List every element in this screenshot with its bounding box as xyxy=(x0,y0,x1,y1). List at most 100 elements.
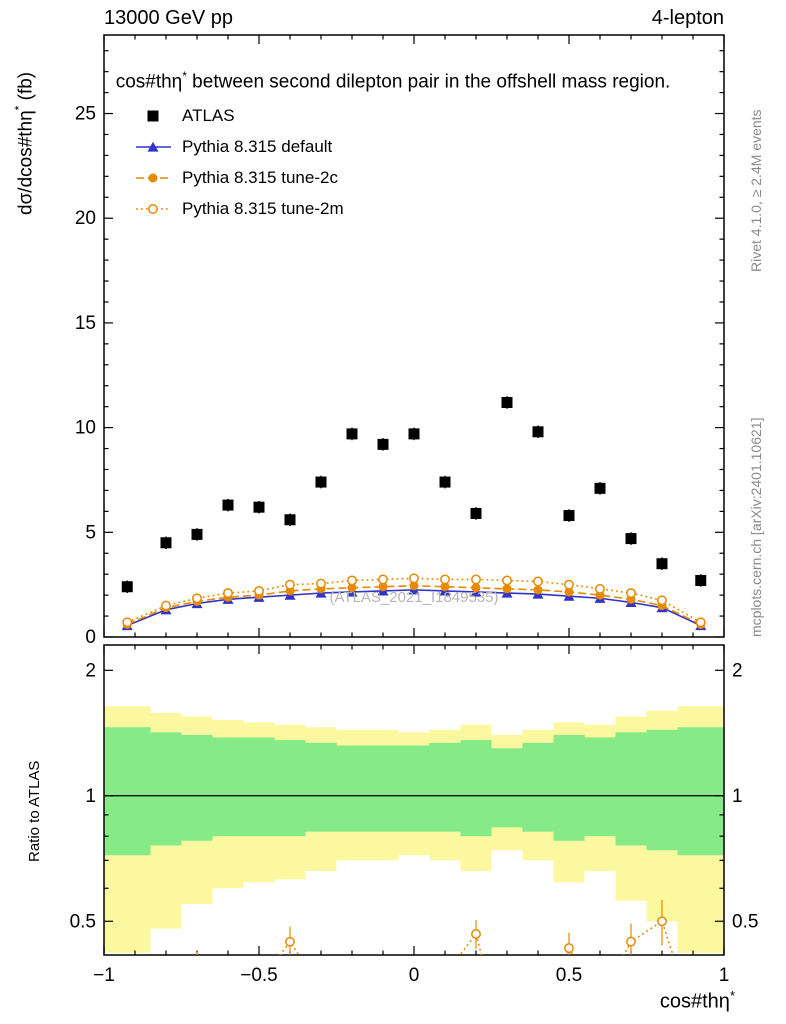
green-band-bin xyxy=(491,748,523,828)
main-y-tick-label: 25 xyxy=(75,104,96,125)
legend-label-pythia-tune-2c: Pythia 8.315 tune-2c xyxy=(182,167,338,187)
ratio-y-tick-label-left: 0.5 xyxy=(70,911,96,932)
atlas-square-marker-icon xyxy=(147,110,159,121)
analysis-id-watermark: (ATLAS_2021_I1849535) xyxy=(329,589,499,606)
green-band-bin xyxy=(181,734,213,841)
mcplots-reference-note: mcplots.cern.ch [arXiv:2401.10621] xyxy=(748,417,764,637)
ratio-data-point xyxy=(123,1015,131,1023)
x-tick-label: −0.5 xyxy=(240,965,278,986)
plot-title: cos#thη* between second dilepton pair in… xyxy=(20,69,766,93)
atlas-data-point xyxy=(532,426,544,438)
model-data-point xyxy=(347,583,357,593)
x-axis-label: cos#thη* xyxy=(660,988,735,1014)
atlas-data-point xyxy=(191,528,203,540)
legend-marker-glyph xyxy=(147,110,159,121)
model-data-point xyxy=(378,574,388,585)
atlas-data-point xyxy=(470,507,482,519)
ratio-y-tick-label-right: 2 xyxy=(732,660,743,681)
model-data-point xyxy=(440,574,450,585)
green-band-bin xyxy=(398,745,430,832)
ratio-data-point xyxy=(596,996,604,1004)
atlas-data-point xyxy=(656,558,668,570)
atlas-data-point xyxy=(160,537,172,549)
atlas-data-point xyxy=(501,396,513,408)
legend-item-pythia-tune-2m: Pythia 8.315 tune-2m xyxy=(134,197,344,220)
legend-marker-glyph xyxy=(147,141,159,152)
ratio-data-point xyxy=(657,916,667,927)
ratio-data-point xyxy=(441,971,449,979)
model-data-point xyxy=(285,579,295,590)
ratio-data-point xyxy=(285,936,295,947)
ratio-y-tick-label-right: 0.5 xyxy=(732,911,758,932)
green-band-bin xyxy=(677,727,724,856)
ratio-series-group xyxy=(123,899,674,1024)
ratio-data-point xyxy=(162,990,170,998)
green-band-bin xyxy=(150,732,182,846)
main-y-tick-label: 15 xyxy=(75,313,96,334)
x-label-sup: * xyxy=(729,988,735,1003)
ratio-uncertainty-bands xyxy=(104,706,724,953)
model-data-point xyxy=(254,585,264,596)
blue-triangle-marker-icon xyxy=(136,141,171,152)
main-y-label-sup: * xyxy=(12,105,26,111)
model-data-point xyxy=(657,595,667,606)
ratio-data-point xyxy=(379,1010,387,1018)
ratio-data-point xyxy=(564,943,574,954)
model-data-point xyxy=(533,576,543,587)
green-band-bin xyxy=(615,732,647,846)
green-band-bin xyxy=(367,745,399,832)
atlas-data-point xyxy=(594,482,606,494)
ratio-y-tick-label-left: 2 xyxy=(85,660,96,681)
model-data-point xyxy=(595,583,605,594)
x-tick-label: 0 xyxy=(409,965,420,986)
model-data-point xyxy=(440,582,450,592)
atlas-data-point xyxy=(695,574,707,586)
model-data-point xyxy=(378,582,388,592)
atlas-data-point xyxy=(346,428,358,440)
model-data-point xyxy=(316,578,326,589)
ratio-y-tick-label-right: 1 xyxy=(732,786,743,807)
x-label-prefix: cos#thη xyxy=(659,990,730,1013)
atlas-data-point xyxy=(377,438,389,450)
main-y-tick-label: 10 xyxy=(75,418,96,439)
legend-label-pythia-tune-2m: Pythia 8.315 tune-2m xyxy=(182,198,344,218)
ratio-y-axis-label: Ratio to ATLAS xyxy=(26,760,43,862)
model-data-point xyxy=(471,574,481,585)
x-tick-label: 1 xyxy=(719,965,730,986)
green-band-bin xyxy=(646,729,678,851)
x-tick-label: −1 xyxy=(93,965,115,986)
main-y-tick-label: 0 xyxy=(85,627,96,648)
model-data-point xyxy=(471,583,481,593)
model-data-point xyxy=(223,588,233,598)
beam-energy-label: 13000 GeV pp xyxy=(104,7,233,29)
legend-item-pythia-tune-2c: Pythia 8.315 tune-2c xyxy=(134,166,344,189)
model-data-point xyxy=(347,575,357,586)
atlas-data-point xyxy=(625,533,637,545)
model-data-point xyxy=(502,575,512,586)
model-data-point xyxy=(502,584,512,594)
orange-circle-marker-icon xyxy=(136,173,171,182)
ratio-y-tick-label-left: 1 xyxy=(85,786,96,807)
ratio-data-point xyxy=(410,1017,418,1024)
legend-marker-glyph xyxy=(148,173,158,182)
atlas-data-point xyxy=(315,476,327,488)
plot-title-sup: * xyxy=(182,69,187,83)
green-band-bin xyxy=(336,745,368,832)
ratio-data-point xyxy=(626,936,636,947)
green-band-bin xyxy=(429,742,461,832)
model-data-point xyxy=(122,617,133,628)
atlas-data-point xyxy=(439,476,451,488)
plot-title-rest: between second dilepton pair in the offs… xyxy=(186,71,671,93)
green-band-bin xyxy=(104,727,151,856)
green-band-bin xyxy=(584,737,616,837)
legend-label-pythia-default: Pythia 8.315 default xyxy=(182,136,333,156)
main-model-series-group xyxy=(121,573,707,631)
model-data-point xyxy=(161,600,171,611)
model-data-point xyxy=(192,593,202,604)
green-band-bin xyxy=(460,740,492,837)
main-y-axis-label: dσ/dcos#thη* (fb) xyxy=(12,35,37,215)
model-data-point xyxy=(564,587,574,597)
green-band-bin xyxy=(243,737,275,837)
atlas-points-group xyxy=(121,396,707,594)
